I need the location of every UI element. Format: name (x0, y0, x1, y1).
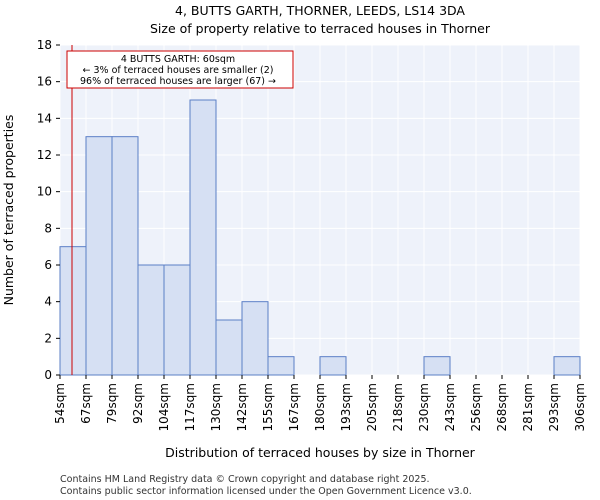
y-axis-label: Number of terraced properties (1, 115, 16, 306)
y-tick-label: 18 (37, 38, 52, 52)
x-tick-label-180sqm: 180sqm (313, 383, 327, 431)
y-tick-label: 0 (44, 368, 52, 382)
plot-area (59, 44, 581, 376)
bar-180sqm (319, 356, 347, 376)
bar-155sqm (267, 356, 295, 376)
y-tick-label: 6 (44, 258, 52, 272)
x-tick-label-256sqm: 256sqm (469, 383, 483, 431)
x-tick-label-104sqm: 104sqm (157, 383, 171, 431)
x-tick-label-142sqm: 142sqm (235, 383, 249, 431)
bar-230sqm (423, 356, 451, 376)
x-axis-ticks: 54sqm 67sqm 79sqm 92sqm 104sqm 117sqm 130sqm 14… (53, 375, 587, 431)
bar-79sqm (111, 136, 139, 376)
annotation-line3: 96% of terraced houses are larger (67) → (80, 76, 276, 87)
bar-54sqm (59, 246, 87, 376)
y-tick-label: 12 (37, 148, 52, 162)
bars (59, 99, 581, 376)
x-tick-label-117sqm: 117sqm (183, 383, 197, 431)
x-tick-label-205sqm: 205sqm (365, 383, 379, 431)
x-tick-label-130sqm: 130sqm (209, 383, 223, 431)
y-tick-label: 4 (44, 295, 52, 309)
x-tick-label-54sqm: 54sqm (53, 383, 67, 424)
x-tick-label-218sqm: 218sqm (391, 383, 405, 431)
bar-67sqm (85, 136, 113, 376)
x-tick-label-67sqm: 67sqm (79, 383, 93, 424)
y-tick-label: 8 (44, 221, 52, 235)
annotation-box: 4 BUTTS GARTH: 60sqm ← 3% of terraced ho… (66, 50, 294, 89)
x-tick-label-193sqm: 193sqm (339, 383, 353, 431)
annotation-frame (66, 50, 294, 89)
footer-line1: Contains HM Land Registry data © Crown c… (60, 474, 430, 485)
x-tick-label-155sqm: 155sqm (261, 383, 275, 431)
y-tick-label: 14 (37, 111, 52, 125)
bar-92sqm (137, 264, 165, 376)
footer-line2: Contains public sector information licen… (60, 486, 472, 497)
bar-142sqm (241, 301, 269, 376)
bar-130sqm (215, 319, 243, 376)
x-tick-label-243sqm: 243sqm (443, 383, 457, 431)
bar-293sqm (553, 356, 581, 376)
x-tick-label-281sqm: 281sqm (521, 383, 535, 431)
annotation-line2: ← 3% of terraced houses are smaller (2) (83, 65, 274, 76)
bar-117sqm (189, 99, 217, 376)
x-tick-label-230sqm: 230sqm (417, 383, 431, 431)
y-tick-label: 2 (44, 331, 52, 345)
y-axis-ticks: 0 2 4 6 8 10 12 14 16 18 (37, 38, 60, 382)
bar-104sqm (163, 264, 191, 376)
x-tick-label-79sqm: 79sqm (105, 383, 119, 424)
x-tick-label-167sqm: 167sqm (287, 383, 301, 431)
y-tick-label: 16 (37, 75, 52, 89)
x-tick-label-293sqm: 293sqm (547, 383, 561, 431)
chart-title-line2: Size of property relative to terraced ho… (150, 21, 491, 36)
annotation-line1: 4 BUTTS GARTH: 60sqm (121, 54, 235, 65)
y-tick-label: 10 (37, 185, 52, 199)
chart-title-line1: 4, BUTTS GARTH, THORNER, LEEDS, LS14 3DA (175, 3, 465, 18)
x-tick-label-306sqm: 306sqm (573, 383, 587, 431)
x-axis-label: Distribution of terraced houses by size … (165, 445, 476, 460)
x-tick-label-92sqm: 92sqm (131, 383, 145, 424)
x-tick-label-268sqm: 268sqm (495, 383, 509, 431)
